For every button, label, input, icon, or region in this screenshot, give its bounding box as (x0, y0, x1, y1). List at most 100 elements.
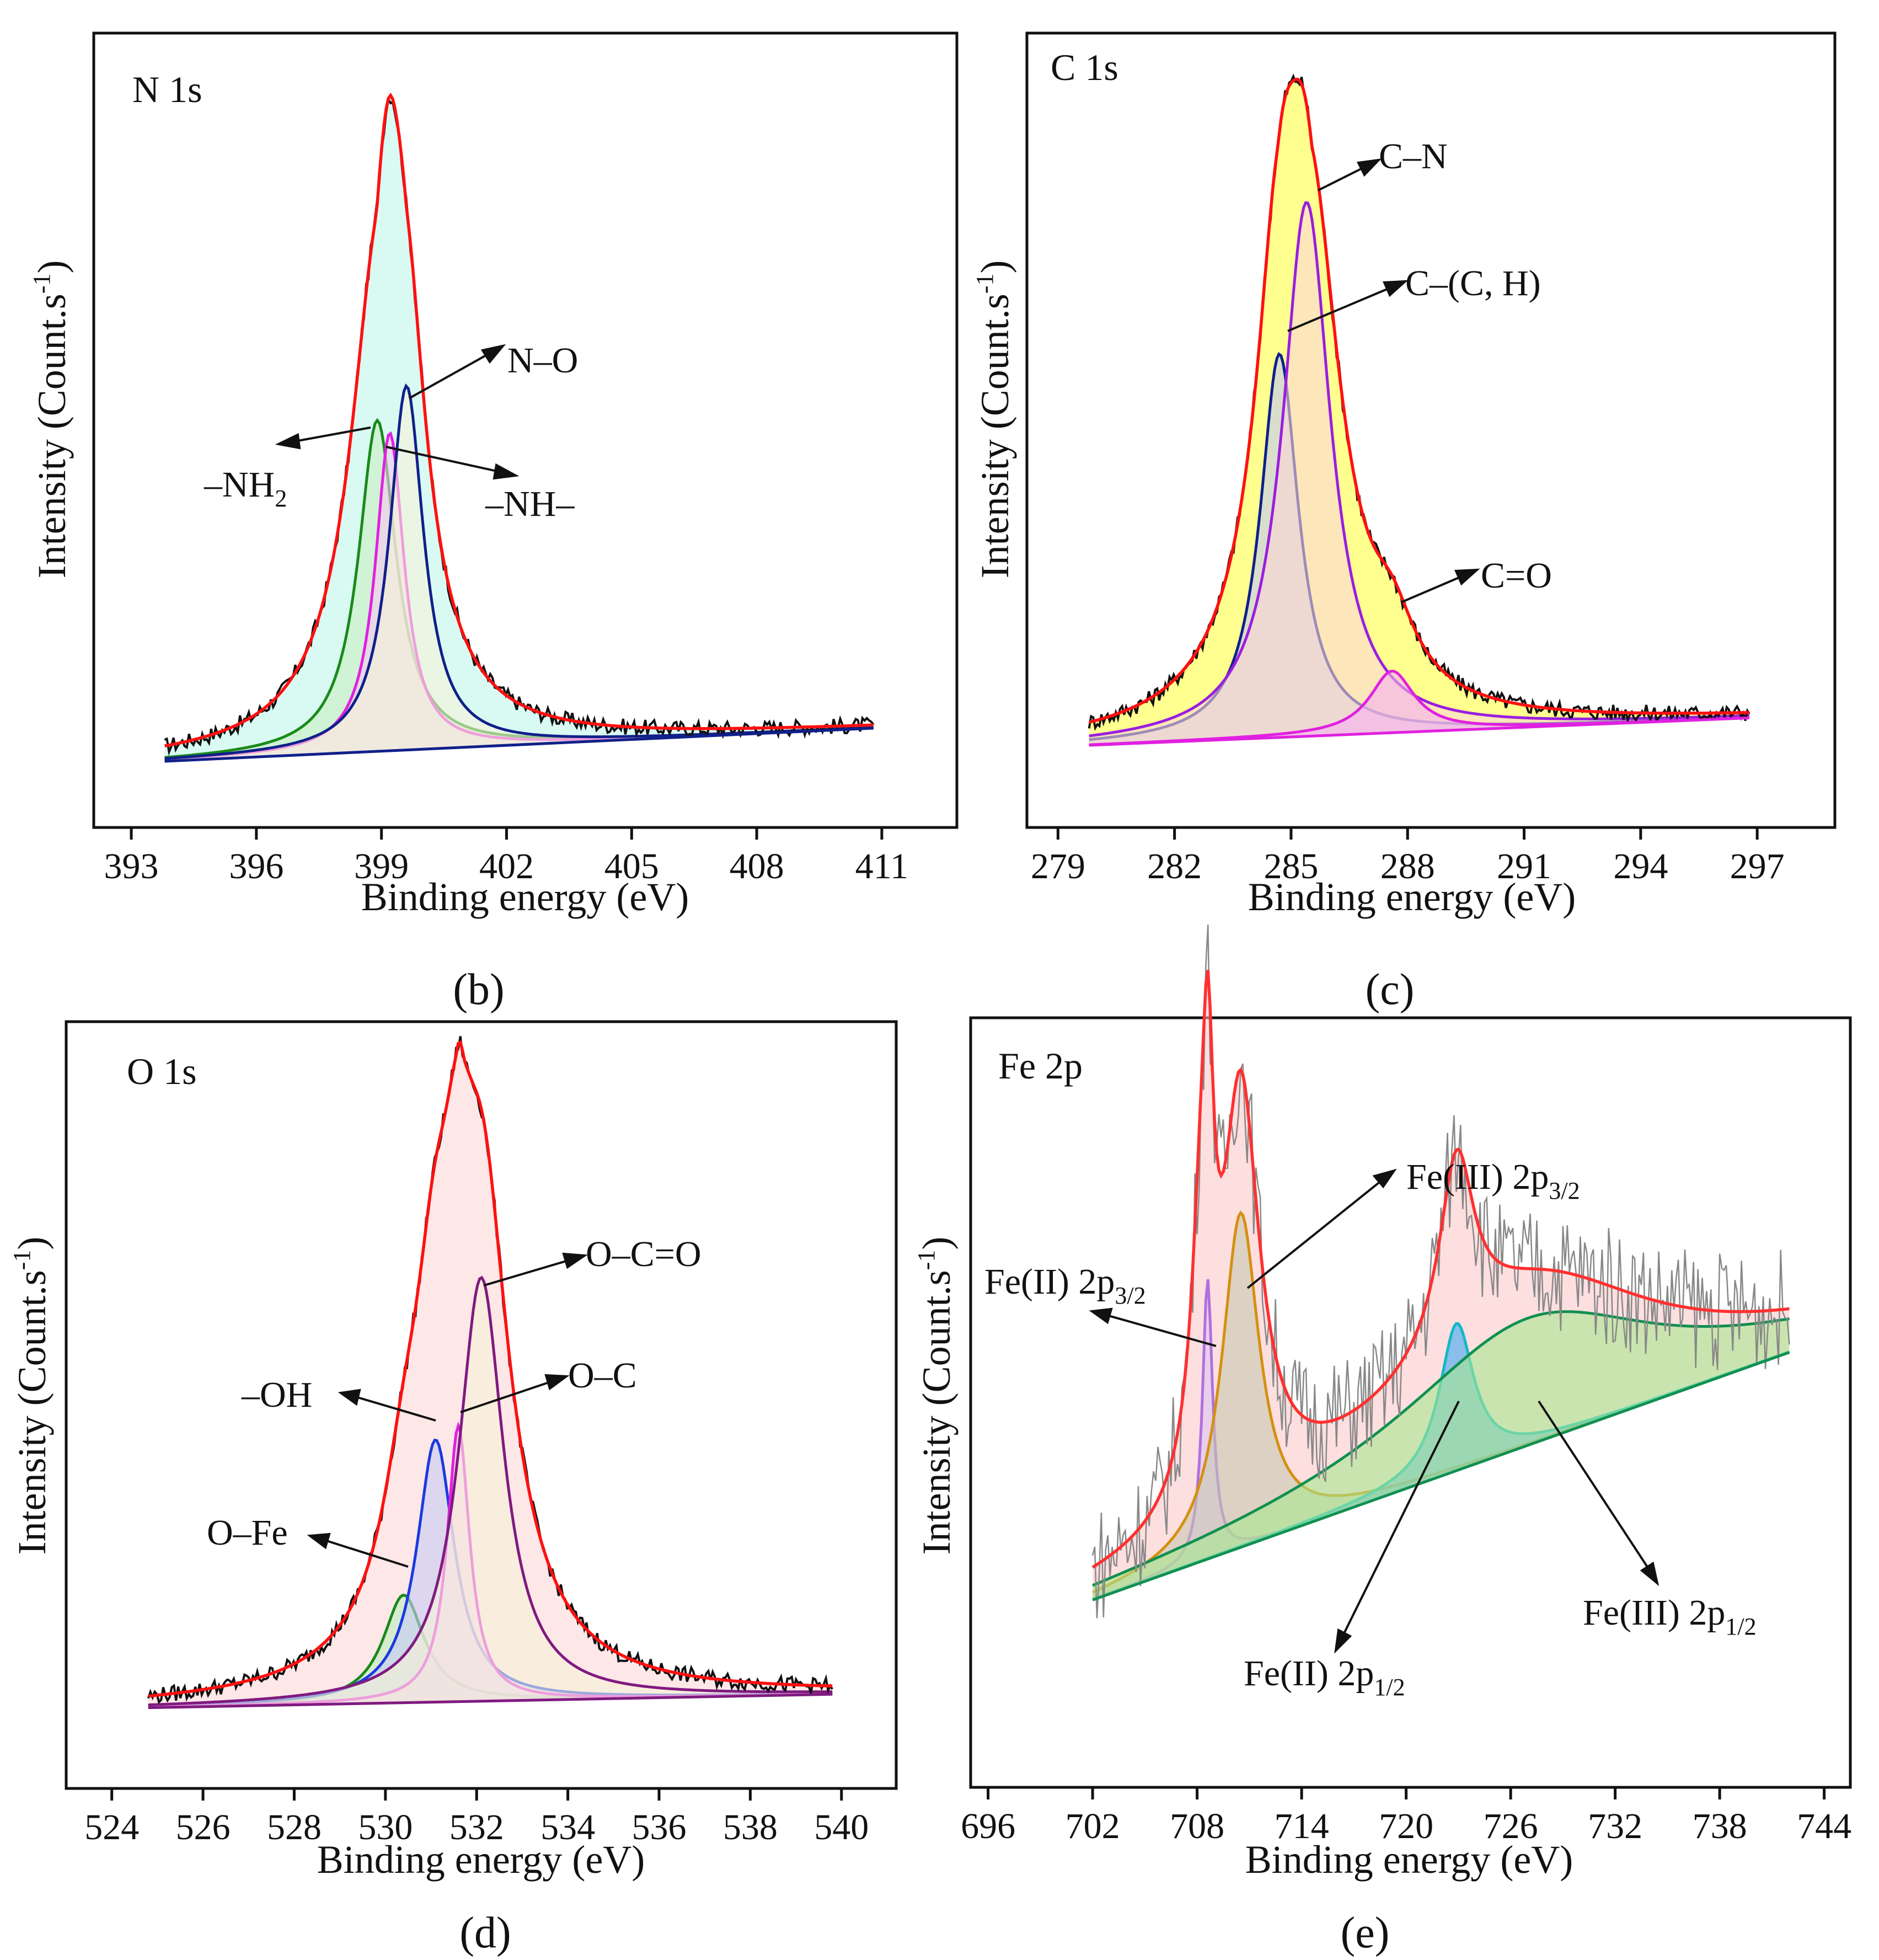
x-tick-label: 532 (449, 1807, 504, 1847)
x-tick-label: 732 (1588, 1806, 1642, 1846)
annotation-arrows (307, 1252, 588, 1568)
x-axis-title: Binding energy (eV) (1245, 1838, 1573, 1882)
envelope-line (1088, 77, 1750, 724)
peak-label-main: Fe(III) 2p (1583, 1593, 1725, 1633)
arrowhead-fe2-3-2 (1089, 1307, 1113, 1325)
arrow-co (1400, 575, 1462, 604)
x-tick-label: 726 (1484, 1806, 1538, 1846)
peak-label-cch: C–(C, H) (1405, 263, 1541, 303)
peak-label-sub: 3/2 (1549, 1177, 1580, 1204)
y-axis-title: Intensity (Count.s-1) (8, 1237, 54, 1555)
component-line (148, 1275, 833, 1706)
arrow-ofe (326, 1540, 409, 1568)
arrowhead-fe3-1-2 (1640, 1561, 1659, 1587)
arrow-oc (460, 1381, 551, 1413)
annotation-arrows (1089, 1168, 1659, 1654)
y-axis-title: Intensity (Count.s-1) (28, 260, 74, 579)
y-axis-title: Intensity (Count.s-1) (913, 1237, 959, 1555)
component-fill (1093, 1311, 1790, 1600)
peak-label-sub: 3/2 (1115, 1282, 1145, 1309)
component-fill (164, 420, 874, 761)
plot-frame (92, 31, 959, 829)
x-tick-label: 536 (632, 1807, 687, 1847)
arrowhead-oco (562, 1252, 588, 1269)
x-tick-label: 714 (1275, 1806, 1329, 1846)
plot-area-d: 524 526 528 530 532 534 536 538 540 (84, 1036, 869, 1847)
raw-data-line (164, 96, 875, 756)
x-tick-label: 402 (479, 846, 534, 886)
panel-title: O 1s (127, 1050, 197, 1092)
plot-area-b: 393 396 399 402 405 408 411 (104, 92, 909, 886)
arrow-fe2-1-2 (1342, 1401, 1460, 1636)
component-line (1092, 1310, 1790, 1587)
y-axis-title-close: ) (914, 1237, 959, 1250)
x-tick-label: 530 (358, 1807, 413, 1847)
peak-label-oc: O–C (568, 1355, 637, 1396)
x-tick-label: 702 (1066, 1806, 1120, 1846)
peak-label-fe3-1-2: Fe(III) 2p1/2 (1583, 1593, 1757, 1640)
x-tick-label: 744 (1797, 1806, 1851, 1846)
arrowhead-ofe (307, 1532, 331, 1550)
y-axis-title-close: ) (973, 260, 1017, 274)
peak-label-main: –NH (204, 464, 275, 505)
annotation-arrows (1287, 158, 1480, 604)
peak-label-main: Fe(III) 2p (1406, 1157, 1549, 1197)
x-tick-label: 720 (1379, 1806, 1433, 1846)
arrowhead-no (480, 344, 506, 364)
x-tick-label: 282 (1147, 846, 1202, 886)
y-axis-title-close: ) (10, 1237, 54, 1250)
x-tick-label: 399 (354, 846, 409, 886)
x-tick-label: 393 (104, 846, 159, 886)
y-axis-title-close: ) (30, 260, 74, 274)
peak-label-sub: 1/2 (1725, 1613, 1756, 1640)
x-tick-label: 540 (814, 1807, 869, 1847)
x-tick-label: 696 (961, 1806, 1015, 1846)
peak-label-main: Fe(II) 2p (1244, 1653, 1374, 1694)
y-axis-title-main: Intensity (Count.s (10, 1270, 54, 1555)
x-tick-label: 291 (1497, 846, 1551, 886)
arrow-cch (1287, 287, 1390, 332)
x-tick-label: 411 (855, 846, 909, 886)
panel-letter: (b) (453, 965, 504, 1014)
arrowhead-oc (544, 1374, 570, 1391)
plot-frame (65, 1020, 898, 1790)
component-fill (1089, 671, 1750, 746)
panel-e: 696 702 708 714 720 726 732 738 744 Fe 2p Bindin… (913, 925, 1852, 1957)
peak-label-fe2-3-2: Fe(II) 2p3/2 (984, 1262, 1146, 1309)
y-axis-title-sup: -1 (971, 274, 998, 294)
envelope-line (148, 1040, 833, 1698)
peak-label-oco: O–C=O (586, 1234, 702, 1274)
y-axis-title-main: Intensity (Count.s (914, 1270, 959, 1555)
x-tick-label: 405 (604, 846, 659, 886)
plot-area-c: 279 282 285 288 291 294 297 (1031, 73, 1785, 886)
x-tick-label: 408 (730, 846, 784, 886)
y-axis-title-main: Intensity (Count.s (973, 293, 1017, 578)
panel-title: Fe 2p (998, 1045, 1083, 1087)
peak-label-co: C=O (1481, 556, 1552, 596)
arrow-oco (484, 1259, 569, 1286)
arrow-oh (357, 1396, 436, 1422)
arrow-nh2 (295, 426, 371, 442)
panel-c: 279 282 285 288 291 294 297 C 1s Binding energ… (971, 31, 1837, 1014)
arrow-fe3-1-2 (1538, 1400, 1650, 1571)
peak-label-main: Fe(II) 2p (984, 1262, 1115, 1302)
panel-b: 393 396 399 402 405 408 411 N 1s Binding energ… (28, 31, 959, 1014)
panel-title: C 1s (1051, 46, 1118, 88)
envelope-line (1091, 970, 1790, 1569)
envelope-line (164, 92, 874, 747)
y-axis-title-sup: -1 (8, 1250, 35, 1270)
arrowhead-cn (1356, 158, 1382, 177)
peak-label-oh: –OH (241, 1375, 312, 1415)
peak-label-sub: 2 (275, 485, 287, 512)
peak-label-nh2: –NH2 (204, 464, 287, 512)
plot-frame (969, 1016, 1852, 1789)
annotation-arrows (275, 344, 520, 480)
y-axis-title: Intensity (Count.s-1) (971, 260, 1017, 579)
arrow-cn (1318, 167, 1363, 191)
panel-d: 524 526 528 530 532 534 536 538 540 O 1s Binding… (8, 1020, 898, 1957)
x-tick-label: 526 (176, 1807, 231, 1847)
baseline-line (148, 1692, 833, 1710)
x-tick-label: 396 (229, 846, 283, 886)
plot-area-e: 696 702 708 714 720 726 732 738 744 (961, 925, 1851, 1846)
